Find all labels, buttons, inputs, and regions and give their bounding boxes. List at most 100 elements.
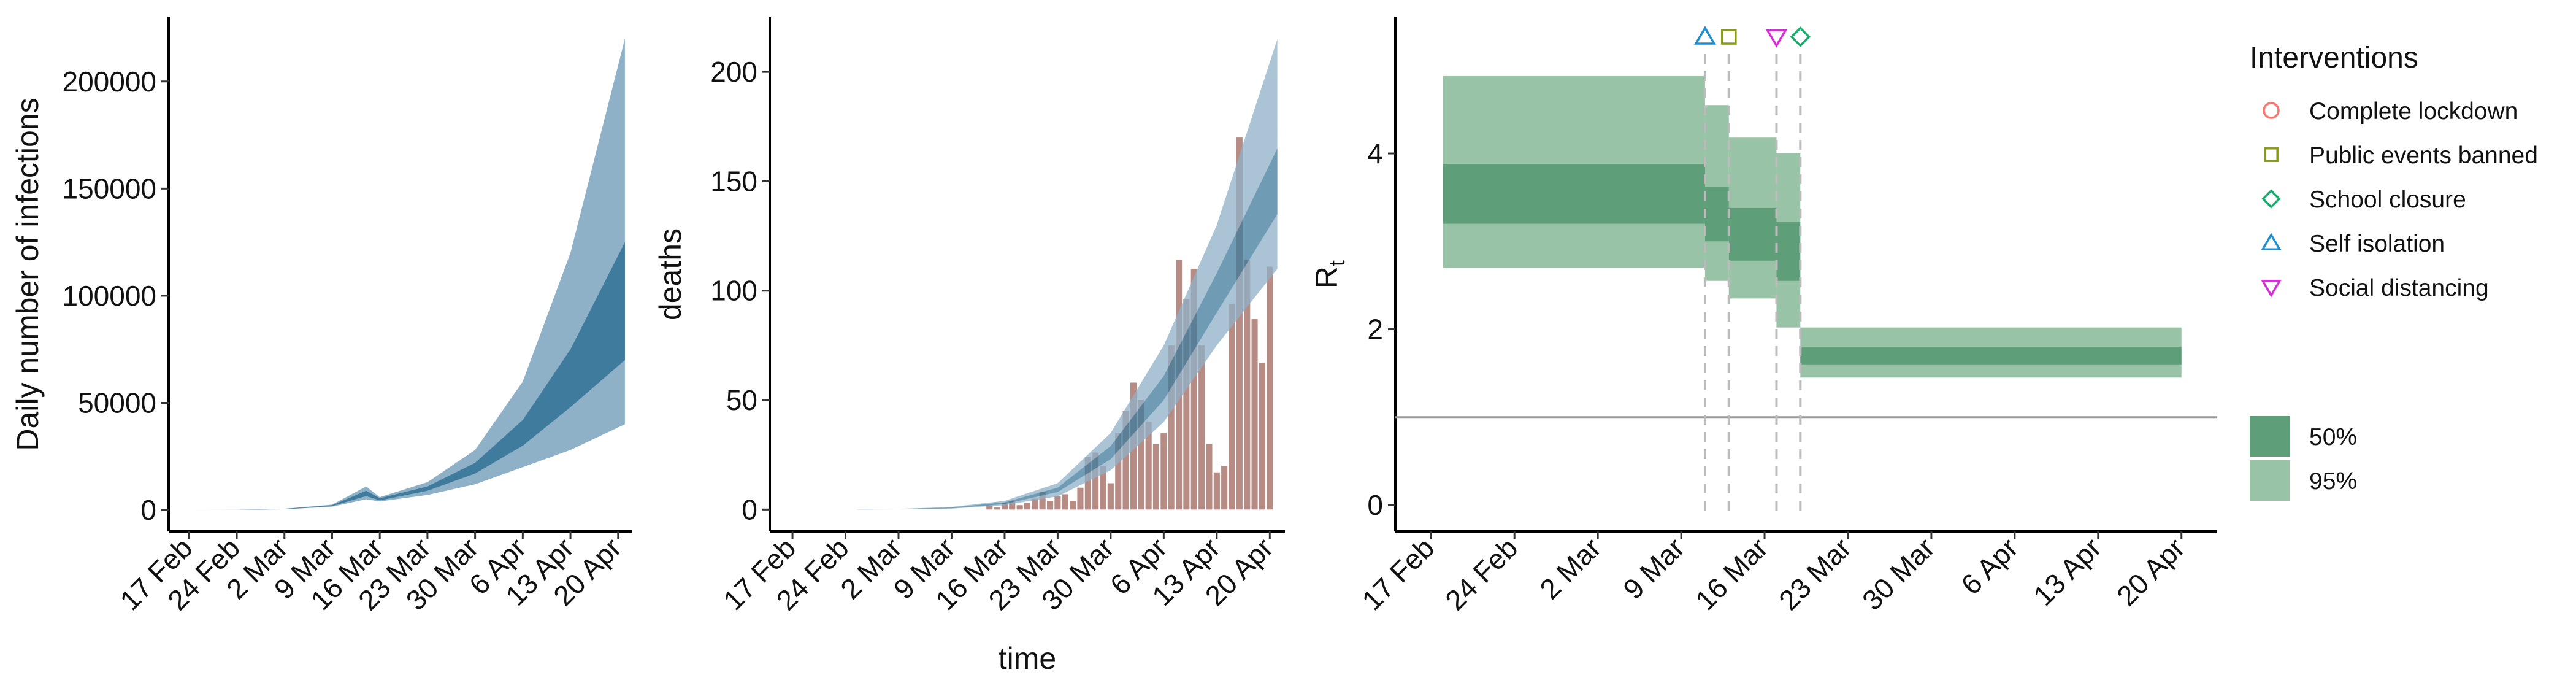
x-tick-label: 2 Mar (834, 531, 908, 605)
death-bar (994, 507, 1000, 510)
x-tick-label: 17 Feb (1355, 531, 1440, 616)
y-tick-label: 0 (742, 493, 757, 525)
y-tick-label: 200 (710, 56, 757, 88)
x-tick-label: 16 Mar (1689, 531, 1774, 616)
death-bar (1100, 466, 1106, 510)
death-bar (1122, 411, 1129, 510)
y-tick-label: 0 (1367, 489, 1383, 521)
intervention-marker-triangle-up-icon (1693, 26, 1716, 45)
death-bar (1115, 433, 1122, 510)
death-bar (1107, 483, 1114, 510)
y-tick-label: 100 (710, 275, 757, 307)
y-tick-label: 50 (726, 384, 757, 416)
legend-title: Interventions (2250, 42, 2418, 74)
deaths-band-50 (845, 149, 1278, 510)
death-bar (1152, 444, 1159, 510)
y-axis-title: Daily number of infections (10, 98, 45, 450)
y-tick-label: 100000 (63, 280, 157, 312)
infections-band-95 (189, 38, 625, 511)
legend-band-swatch (2250, 460, 2290, 501)
death-bar (1032, 498, 1038, 510)
death-bar (1092, 452, 1099, 510)
legend-item-label: School closure (2309, 187, 2466, 213)
y-tick-label: 150000 (63, 172, 157, 204)
x-tick-label: 24 Feb (1439, 531, 1524, 616)
death-bar (1236, 137, 1243, 510)
rt-band-50 (1800, 347, 2182, 365)
death-bar (1039, 492, 1046, 510)
x-tick-label: 9 Mar (1617, 531, 1690, 605)
rt-band-50 (1443, 164, 1705, 224)
x-tick-label: 2 Mar (1533, 531, 1607, 605)
y-axis-title-main: R (1309, 266, 1344, 288)
death-bar (1062, 494, 1068, 510)
death-bar (1054, 496, 1061, 510)
rt-band-50 (1776, 222, 1801, 281)
infections-band-50 (189, 242, 625, 511)
legend: Interventions Complete lockdown Public eve… (2250, 42, 2538, 501)
legend-triangle-down-icon (2261, 280, 2282, 298)
y-tick-label: 150 (710, 165, 757, 197)
death-bar (1267, 266, 1273, 510)
death-bar (1190, 269, 1197, 510)
legend-item-label: Social distancing (2309, 275, 2489, 301)
y-tick-label: 2 (1367, 314, 1383, 345)
rt-band-50 (1704, 187, 1729, 242)
legend-item-label: Self isolation (2309, 231, 2445, 257)
death-bar (1251, 319, 1258, 510)
death-bar (1024, 503, 1030, 510)
x-axis-title: time (999, 641, 1056, 676)
y-tick-label: 50000 (78, 387, 156, 419)
legend-item-label: Public events banned (2309, 142, 2538, 169)
death-bar (1198, 345, 1205, 510)
death-bar (1206, 444, 1213, 510)
legend-diamond-icon (2261, 189, 2281, 209)
x-tick-label: 20 Apr (2110, 531, 2191, 612)
y-tick-label: 0 (140, 494, 156, 526)
death-bar (1221, 466, 1228, 510)
y-tick-label: 4 (1367, 137, 1383, 169)
death-bar (1016, 505, 1023, 510)
death-bar (1160, 433, 1167, 510)
legend-circle-icon (2263, 102, 2280, 119)
death-bar (1244, 260, 1251, 510)
x-tick-label: 23 Mar (1773, 531, 1857, 616)
death-bar (1047, 501, 1054, 510)
death-bar (986, 505, 993, 510)
death-bar (1077, 487, 1084, 510)
legend-band-label: 50% (2309, 424, 2357, 450)
death-bar (1213, 472, 1220, 510)
death-bar (1145, 422, 1152, 510)
intervention-marker-square-icon (1720, 29, 1737, 45)
death-bar (1183, 299, 1190, 510)
deaths-bands (845, 39, 1278, 510)
death-bar (1070, 501, 1076, 510)
deaths-band-95 (845, 39, 1278, 510)
legend-square-icon (2264, 147, 2279, 162)
legend-item-label: Complete lockdown (2309, 98, 2518, 125)
death-bar (1009, 501, 1016, 510)
intervention-marker-triangle-down-icon (1765, 29, 1788, 48)
death-bar (1138, 400, 1144, 510)
death-bar (1229, 304, 1235, 510)
x-tick-label: 13 Apr (2027, 531, 2107, 612)
legend-triangle-up-icon (2261, 233, 2282, 250)
death-bar (1168, 345, 1175, 510)
y-axis-title-subscript: t (1324, 260, 1349, 266)
rt-band-50 (1728, 207, 1777, 261)
intervention-marker-diamond-icon (1790, 26, 1811, 47)
death-bar (1084, 457, 1091, 510)
y-tick-label: 200000 (63, 66, 157, 98)
x-tick-label: 30 Mar (1856, 531, 1941, 616)
death-bar (1001, 503, 1008, 510)
y-axis-title: deaths (653, 228, 688, 320)
death-bar (1259, 363, 1265, 510)
legend-band-label: 95% (2309, 468, 2357, 495)
legend-band-swatch (2250, 416, 2290, 457)
y-axis-title: Rt (1309, 260, 1349, 288)
x-tick-label: 6 Apr (1955, 531, 2024, 601)
